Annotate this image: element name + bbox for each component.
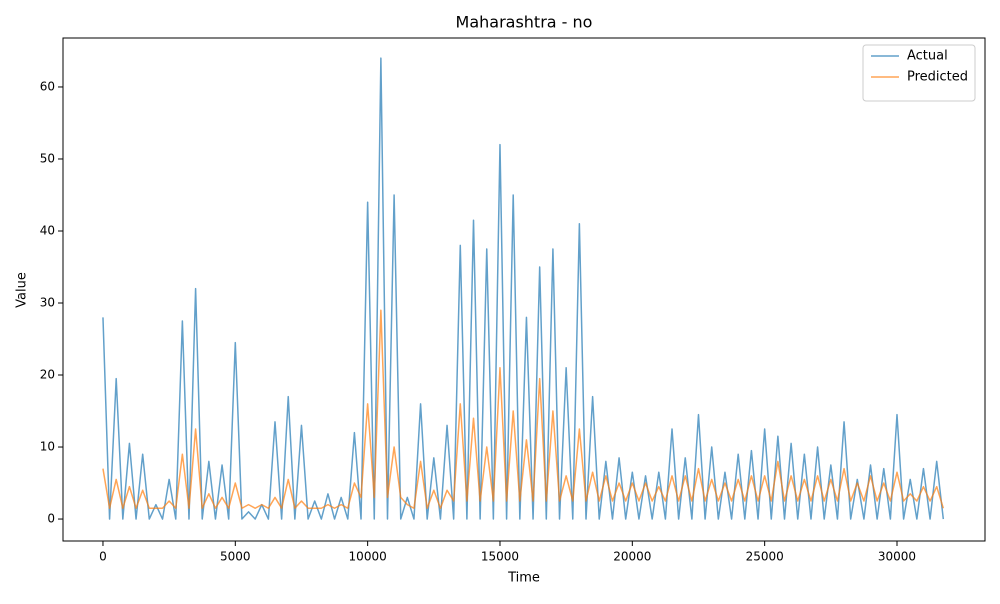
y-tick-label: 10 — [40, 440, 55, 454]
x-axis-label: Time — [507, 571, 540, 586]
x-tick-label: 25000 — [746, 550, 784, 564]
series-line — [102, 57, 945, 520]
y-tick-label: 40 — [40, 223, 55, 237]
y-tick-label: 60 — [40, 79, 55, 93]
legend-box — [862, 44, 976, 102]
legend-label: Predicted — [907, 70, 968, 85]
chart-title: Maharashtra - no — [456, 13, 593, 32]
y-tick-label: 30 — [40, 296, 55, 310]
x-tick-label: 15000 — [481, 550, 519, 564]
x-tick-label: 0 — [99, 550, 107, 564]
x-tick-label: 20000 — [613, 550, 651, 564]
legend-label: Actual — [907, 49, 948, 64]
x-tick-label: 10000 — [349, 550, 387, 564]
x-tick-label: 5000 — [220, 550, 251, 564]
x-tick-label: 30000 — [878, 550, 916, 564]
y-tick-label: 0 — [47, 512, 55, 526]
series-line — [102, 309, 945, 509]
y-axis-label: Value — [15, 272, 30, 308]
y-tick-label: 50 — [40, 151, 55, 165]
y-tick-label: 20 — [40, 368, 55, 382]
plot-frame — [62, 37, 986, 542]
